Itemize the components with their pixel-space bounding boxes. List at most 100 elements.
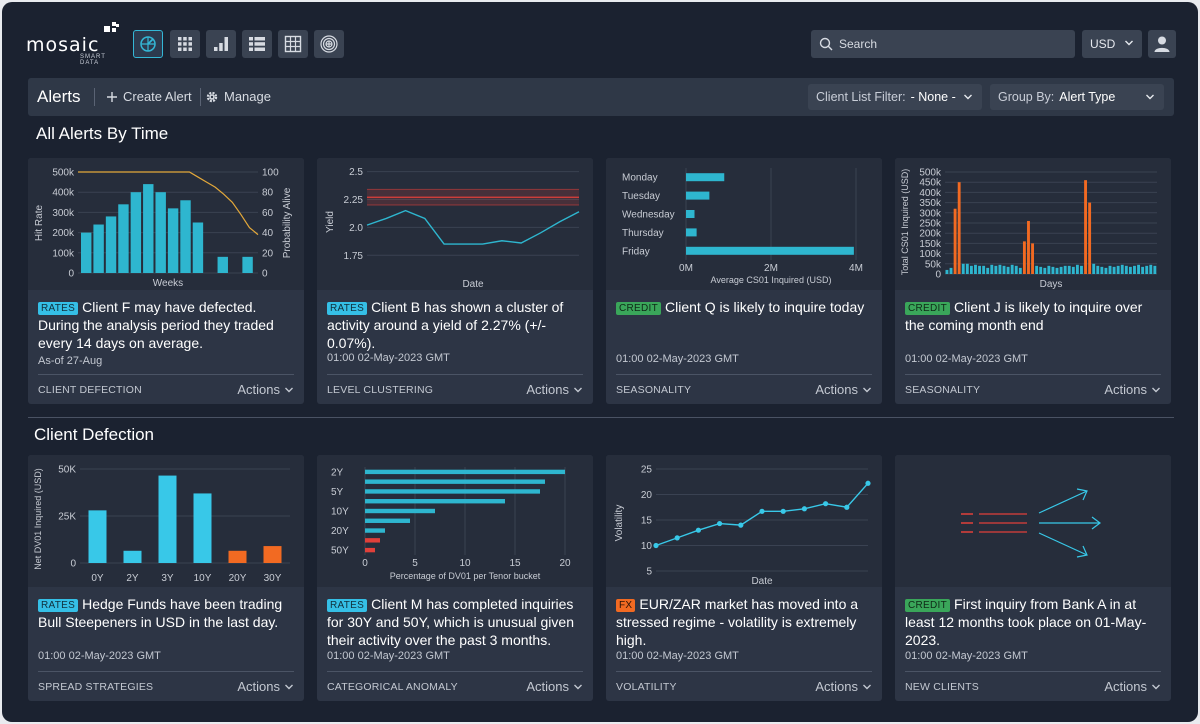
chart-svg: 0M 2M 4M Monday Tuesday Wednesday Thursday Frid… [622,168,863,285]
actions-dropdown[interactable]: Actions [815,679,872,694]
actions-dropdown[interactable]: Actions [526,679,583,694]
bar [88,510,107,563]
alert-description: CREDIT Client Q is likely to inquire toda… [616,298,874,316]
card-footer: SEASONALITY Actions [905,374,1161,404]
client-list-filter-dropdown[interactable]: Client List Filter: - None - [808,84,982,110]
alert-card[interactable]: 0 5 10 15 20 2Y 5Y 10Y 20Y 50Y Percentage of DV01 … [317,455,593,701]
y-axis-label: Volatility [614,505,625,542]
bar [118,204,129,273]
bar [93,224,104,273]
y-tick-label: 150k [919,239,942,250]
user-menu-button[interactable] [1148,30,1176,58]
table-icon [284,35,302,53]
y-tick-label: 0 [935,270,941,281]
x-axis-label: Average CS01 Inquired (USD) [711,275,832,285]
alert-chart: 1.75 2.0 2.25 2.5 Date Yield [317,158,593,290]
asset-class-badge: CREDIT [905,599,951,612]
actions-dropdown[interactable]: Actions [237,679,294,694]
search-input[interactable]: Search [811,30,1075,58]
alert-card[interactable]: 0 25K 50K 0Y 2Y 3Y 10Y 20Y 30Y Net DV01 Inquired … [28,455,304,701]
bar [1096,265,1100,274]
group-by-dropdown[interactable]: Group By: Alert Type [990,84,1164,110]
y-tick-label: 50K [58,465,76,476]
alert-chart: 0 5 10 15 20 2Y 5Y 10Y 20Y 50Y Percentage of DV01 … [317,455,593,587]
bar [1035,265,1039,274]
actions-dropdown[interactable]: Actions [237,382,294,397]
y-tick-label: 0 [70,559,76,570]
bar [1104,267,1108,274]
y-tick-label: 50Y [331,546,349,557]
nav-radar[interactable] [133,30,163,58]
bar [1063,265,1067,274]
nav-grid[interactable] [170,30,200,58]
y-tick-label: 10Y [331,507,349,518]
bar [365,508,435,514]
actions-dropdown[interactable]: Actions [1104,382,1161,397]
alert-card[interactable]: CREDIT First inquiry from Bank A in at le… [895,455,1171,701]
x-tick-label: 15 [509,558,521,569]
bar [158,475,177,563]
alert-description: FX EUR/ZAR market has moved into a stress… [616,595,874,649]
alert-card[interactable]: 1.75 2.0 2.25 2.5 Date Yield RATES Client B has… [317,158,593,404]
highlight-bar [1022,241,1026,274]
brand-logo[interactable]: mosaic SMART DATA [26,22,126,66]
chevron-down-icon [863,684,871,689]
bar [990,264,994,274]
alert-card[interactable]: 0 100k 200k 300k 400k 500k 0 20 40 60 80 100 Weeks Hi… [28,158,304,404]
bar [1059,266,1063,274]
alert-card[interactable]: 0M 2M 4M Monday Tuesday Wednesday Thursday Frid… [606,158,882,404]
bar [1108,265,1112,274]
chevron-down-icon [964,94,972,100]
currency-select[interactable]: USD [1082,30,1142,58]
actions-label: Actions [1104,382,1147,397]
alert-chart [895,455,1171,587]
y2-tick-label: 100 [262,168,279,179]
nav-target[interactable] [314,30,344,58]
nav-bar-chart[interactable] [206,30,236,58]
category-label: Wednesday [622,210,675,221]
bar [945,269,949,274]
category-label: Friday [622,246,650,257]
chart-svg: 050k100k150k200k250k300k350k400k450k500k… [900,168,1157,290]
chart-svg: 1.75 2.0 2.25 2.5 Date Yield [325,167,580,290]
manage-button[interactable]: Manage [205,89,271,104]
actions-label: Actions [1104,679,1147,694]
actions-dropdown[interactable]: Actions [526,382,583,397]
bar [1124,265,1128,274]
bar [180,200,191,273]
card-footer: CATEGORICAL ANOMALY Actions [327,671,583,701]
actions-dropdown[interactable]: Actions [815,382,872,397]
card-footer: SEASONALITY Actions [616,374,872,404]
y-tick-label: 2Y [331,467,344,478]
alert-chart: 0M 2M 4M Monday Tuesday Wednesday Thursday Frid… [606,158,882,290]
y-tick-label: 250k [919,219,942,230]
bar [1137,264,1140,274]
bar [81,232,92,273]
y-tick-label: 20Y [331,526,349,537]
bar [1149,264,1153,274]
y-tick-label: 2.0 [349,223,363,234]
nav-list[interactable] [242,30,272,58]
actions-dropdown[interactable]: Actions [1104,679,1161,694]
bar [365,528,385,533]
card-footer: NEW CLIENTS Actions [905,671,1161,701]
bar-chart-icon [214,37,228,51]
toolbar-divider [200,88,201,106]
alert-card[interactable]: 0 50k 100k 150k 200k 250k 300k 350k 400k 450k 500k… [895,158,1171,404]
bar [155,192,166,273]
bar [686,246,854,255]
alert-timestamp: 01:00 02-May-2023 GMT [38,650,161,662]
alert-category: SEASONALITY [616,384,692,396]
client-filter-label: Client List Filter: [816,90,906,104]
alert-category: CLIENT DEFECTION [38,384,142,396]
create-alert-button[interactable]: Create Alert [106,89,192,104]
nav-table[interactable] [278,30,308,58]
list-icon [249,37,265,51]
asset-class-badge: RATES [38,302,79,315]
bar [105,216,117,273]
x-tick-label: 10Y [194,573,212,584]
y-tick-label: 100k [52,248,75,259]
alert-card[interactable]: 5 10 15 20 25 Date Volatility FX EUR/ZAR market … [606,455,882,701]
asset-class-badge: CREDIT [616,302,662,315]
